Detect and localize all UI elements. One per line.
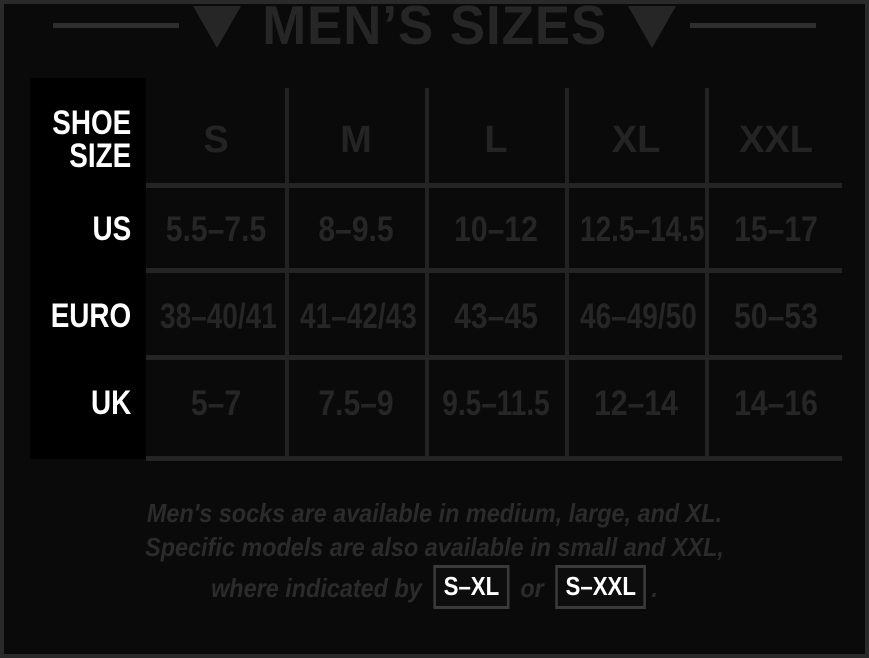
- column-header-xxl: XXL: [739, 118, 813, 161]
- column-header-s: S: [203, 118, 229, 161]
- cell-euro-s: 38–40/41: [160, 297, 277, 336]
- row-label-us: US: [92, 210, 132, 249]
- cell-uk-l: 9.5–11.5: [442, 384, 550, 423]
- badge-s-xl: S–XL: [432, 564, 510, 609]
- cell-uk-xxl: 14–16: [734, 384, 818, 423]
- footnote-line-3-middle: or: [520, 572, 544, 603]
- corner-label-shoe-size: SHOE SIZE: [52, 103, 132, 175]
- cell-uk-m: 7.5–9: [318, 384, 394, 423]
- footnote-line-3-prefix: where indicated by: [211, 572, 422, 603]
- vertical-divider-3: [565, 88, 569, 460]
- footnote-line-3: where indicated by S–XL or S–XXL.: [47, 564, 822, 609]
- vertical-divider-2: [425, 88, 429, 460]
- horizontal-divider-2: [146, 268, 842, 273]
- cell-euro-m: 41–42/43: [300, 297, 417, 336]
- cell-us-xl: 12.5–14.5: [580, 210, 705, 249]
- triangle-down-icon-left: [192, 6, 241, 48]
- horizontal-divider-1: [146, 183, 842, 188]
- badge-s-xxl: S–XXL: [555, 564, 647, 609]
- row-label-column-background: [30, 78, 146, 459]
- row-label-uk: UK: [90, 384, 132, 423]
- table-row-euro: EURO 38–40/41 41–42/43 43–45 46–49/50 50…: [4, 283, 865, 351]
- cell-us-l: 10–12: [454, 210, 538, 249]
- title-rule-left: [52, 22, 179, 28]
- table-header-row: SHOE SIZE S M L XL XXL: [4, 100, 865, 180]
- footnote-line-2: Specific models are also available in sm…: [145, 532, 724, 563]
- cell-euro-xxl: 50–53: [734, 297, 818, 336]
- row-label-euro: EURO: [50, 297, 132, 336]
- footnote-line-3-suffix: .: [651, 572, 658, 603]
- horizontal-divider-3: [146, 355, 842, 360]
- horizontal-divider-4: [146, 456, 842, 461]
- cell-euro-xl: 46–49/50: [580, 297, 697, 336]
- title-rule-right: [690, 22, 817, 28]
- triangle-down-icon-right: [628, 6, 677, 48]
- vertical-divider-1: [285, 88, 289, 460]
- cell-uk-xl: 12–14: [594, 384, 678, 423]
- table-row-us: US 5.5–7.5 8–9.5 10–12 12.5–14.5 15–17: [4, 196, 865, 264]
- footnote-line-1: Men's socks are available in medium, lar…: [146, 498, 723, 528]
- page-title: MEN’S SIZES: [261, 0, 608, 56]
- cell-uk-s: 5–7: [190, 384, 242, 423]
- column-header-xl: XL: [611, 118, 661, 161]
- cell-us-s: 5.5–7.5: [165, 210, 267, 249]
- footnote-block: Men's socks are available in medium, lar…: [47, 496, 822, 609]
- cell-us-xxl: 15–17: [734, 210, 818, 249]
- table-row-uk: UK 5–7 7.5–9 9.5–11.5 12–14 14–16: [4, 370, 865, 438]
- chart-title-bar: MEN’S SIZES: [4, 0, 865, 56]
- cell-euro-l: 43–45: [454, 297, 538, 336]
- table-gridlines: [4, 78, 865, 461]
- cell-us-m: 8–9.5: [318, 210, 394, 249]
- column-header-m: M: [340, 118, 372, 161]
- vertical-divider-4: [705, 88, 709, 460]
- column-header-l: L: [484, 118, 508, 161]
- size-table: SHOE SIZE S M L XL XXL US 5.5–7.5 8–9.5 …: [4, 78, 865, 461]
